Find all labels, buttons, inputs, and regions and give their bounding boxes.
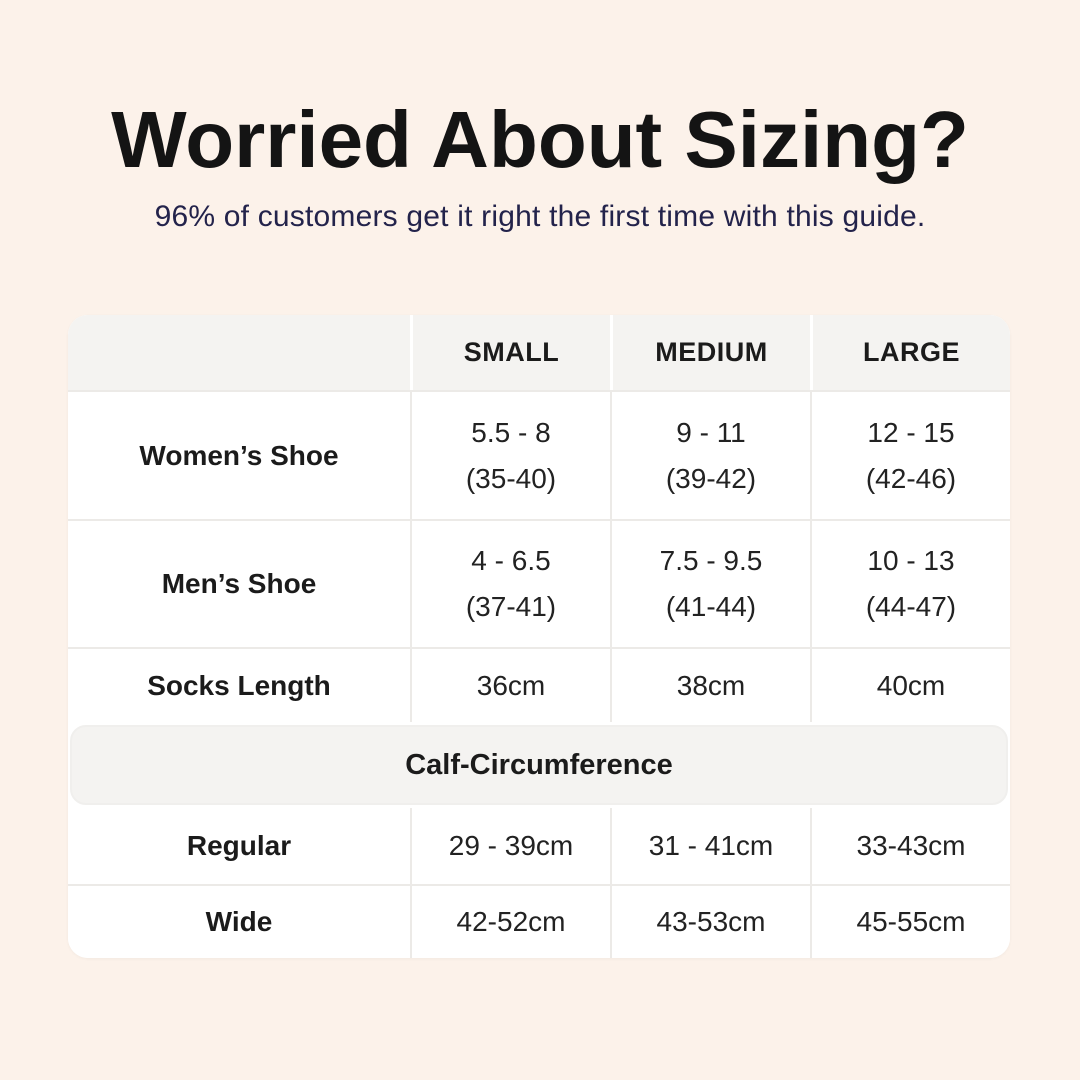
table-row-wide: Wide 42-52cm 43-53cm 45-55cm [68, 884, 1010, 958]
cell-value: 29 - 39cm [448, 830, 574, 861]
table-cell: 36cm [410, 647, 610, 722]
table-cell: 29 - 39cm [410, 808, 610, 884]
cell-value: 36cm [476, 669, 546, 701]
cell-value: 43-53cm [656, 906, 766, 937]
row-label: Socks Length [68, 647, 410, 722]
row-label: Wide [68, 884, 410, 958]
table-cell: 12 - 15 (42-46) [810, 390, 1010, 519]
page-title: Worried About Sizing? [111, 95, 969, 184]
cell-value: 42-52cm [456, 906, 566, 937]
table-cell: 7.5 - 9.5 (41-44) [610, 519, 810, 647]
page-subtitle: 96% of customers get it right the first … [154, 200, 926, 233]
cell-value-line1: 5.5 - 8 [471, 416, 551, 448]
row-label: Men’s Shoe [68, 519, 410, 647]
hero-header: Worried About Sizing? 96% of customers g… [0, 96, 1080, 234]
table-row-mens-shoe: Men’s Shoe 4 - 6.5 (37-41) 7.5 - 9.5 (41… [68, 519, 1010, 647]
cell-value-line1: 4 - 6.5 [471, 545, 551, 576]
table-cell: 31 - 41cm [610, 808, 810, 884]
cell-value-line1: 12 - 15 [867, 416, 955, 448]
table-cell: 38cm [610, 647, 810, 722]
table-header-row: SMALL MEDIUM LARGE [68, 315, 1010, 390]
table-cell: 33-43cm [810, 808, 1010, 884]
size-guide-table: SMALL MEDIUM LARGE Women’s Shoe 5.5 - 8 … [68, 315, 1010, 958]
column-header-blank [68, 315, 410, 390]
cell-value-line2: (42-46) [865, 462, 957, 494]
table-row-regular: Regular 29 - 39cm 31 - 41cm 33-43cm [68, 808, 1010, 884]
table-cell: 4 - 6.5 (37-41) [410, 519, 610, 647]
column-header-small: SMALL [410, 315, 610, 390]
table-cell: 43-53cm [610, 884, 810, 958]
cell-value: 33-43cm [856, 830, 966, 861]
table-cell: 40cm [810, 647, 1010, 722]
table-cell: 42-52cm [410, 884, 610, 958]
table-cell: 5.5 - 8 (35-40) [410, 390, 610, 519]
cell-value: 45-55cm [856, 906, 966, 937]
row-label: Regular [68, 808, 410, 884]
table-cell: 45-55cm [810, 884, 1010, 958]
cell-value: 40cm [876, 669, 946, 701]
column-header-medium: MEDIUM [610, 315, 810, 390]
table-cell: 9 - 11 (39-42) [610, 390, 810, 519]
table-cell: 10 - 13 (44-47) [810, 519, 1010, 647]
cell-value-line1: 9 - 11 [676, 416, 746, 448]
cell-value: 31 - 41cm [648, 830, 774, 861]
cell-value-line2: (39-42) [665, 462, 757, 494]
cell-value-line2: (41-44) [665, 591, 757, 622]
cell-value-line1: 7.5 - 9.5 [659, 545, 763, 576]
table-row-womens-shoe: Women’s Shoe 5.5 - 8 (35-40) 9 - 11 (39-… [68, 390, 1010, 519]
cell-value-line2: (44-47) [865, 591, 957, 622]
cell-value-line2: (35-40) [465, 462, 557, 494]
table-row-socks-length: Socks Length 36cm 38cm 40cm [68, 647, 1010, 722]
cell-value-line2: (37-41) [465, 591, 557, 622]
section-header-calf-circumference: Calf-Circumference [70, 725, 1008, 805]
column-header-large: LARGE [810, 315, 1010, 390]
cell-value-line1: 10 - 13 [867, 545, 955, 576]
cell-value: 38cm [676, 669, 746, 701]
row-label: Women’s Shoe [68, 390, 410, 519]
